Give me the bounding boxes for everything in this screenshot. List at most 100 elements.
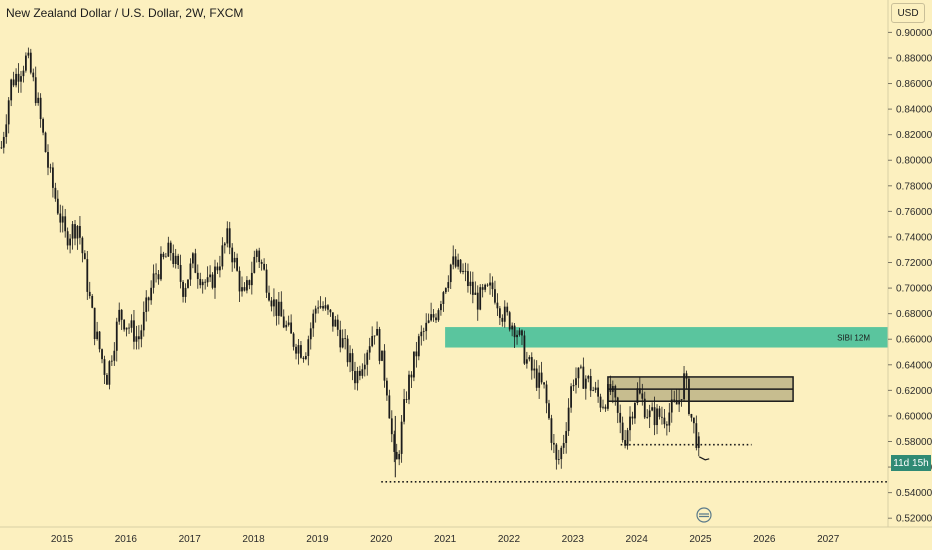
candle-body (587, 376, 590, 379)
candle-body (425, 322, 428, 332)
zone-0[interactable] (445, 327, 888, 348)
candle-body (678, 400, 681, 405)
candle-body (344, 338, 347, 340)
y-tick-label: 0.54000 (896, 488, 932, 499)
candle-body (430, 314, 433, 321)
price-axis[interactable]: 0.90000 0.88000 0.86000 0.84000 0.82000 0.800… (888, 28, 932, 525)
candle-body (582, 366, 585, 389)
candle-body (120, 309, 123, 320)
candle-body (594, 387, 597, 391)
candle-body (636, 388, 639, 404)
candle-body (177, 255, 180, 265)
candle-body (133, 320, 135, 342)
candle-body (196, 272, 199, 279)
candle-body (385, 380, 388, 396)
candle-body (248, 280, 251, 286)
candle-body (241, 287, 243, 292)
candle-body (201, 281, 204, 286)
y-tick-label: 0.90000 (896, 28, 932, 39)
candle-body (238, 270, 241, 292)
candle-body (103, 359, 106, 375)
candle-body (557, 459, 560, 460)
candle-body (371, 336, 374, 347)
candle-body (130, 320, 133, 328)
candle-body (570, 386, 572, 408)
candle-body (479, 287, 482, 310)
candle-body (300, 345, 302, 358)
candle-body (607, 384, 609, 409)
x-tick-label: 2023 (562, 534, 585, 545)
y-tick-label: 0.78000 (896, 181, 932, 192)
candle-body (675, 400, 678, 405)
candle-body (670, 399, 673, 413)
candle-body (285, 324, 288, 328)
candle-body (533, 368, 536, 371)
candle-body (275, 299, 278, 316)
countdown-badge: 11d 15h (891, 455, 931, 471)
candle-body (663, 417, 666, 425)
candle-body (184, 287, 187, 297)
candle-body (491, 282, 494, 290)
candle-body (683, 373, 685, 400)
candle-body (435, 317, 437, 321)
candle-body (638, 388, 641, 394)
candle-body (246, 280, 248, 291)
candle-body (44, 132, 47, 153)
candle-body (604, 406, 607, 409)
tv-logo-icon (696, 507, 712, 523)
candle-body (334, 319, 337, 327)
candle-body (142, 311, 145, 331)
y-tick-label: 0.66000 (896, 335, 932, 346)
candle-body (688, 378, 690, 414)
candle-body (641, 393, 644, 399)
candle-body (167, 242, 170, 257)
candle-body (118, 309, 121, 322)
candle-body (358, 370, 361, 376)
candle-body (602, 406, 604, 408)
candle-body (611, 385, 614, 392)
candle-body (309, 328, 312, 340)
candle-body (319, 306, 322, 308)
candle-body (494, 289, 496, 303)
candle-body (484, 284, 487, 290)
candle-body (685, 373, 688, 379)
candle-body (619, 412, 622, 423)
currency-button[interactable]: USD (891, 3, 925, 23)
candle-body (233, 257, 236, 263)
y-tick-label: 0.58000 (896, 437, 932, 448)
candle-body (191, 253, 194, 264)
candle-body (2, 136, 5, 148)
candle-body (339, 329, 342, 348)
candle-body (160, 253, 162, 280)
candle-body (113, 350, 116, 361)
candle-body (651, 407, 654, 411)
candle-body (265, 269, 268, 293)
candle-body (668, 412, 671, 426)
candle-body (398, 453, 401, 460)
x-tick-label: 2018 (242, 534, 265, 545)
x-tick-label: 2026 (753, 534, 776, 545)
candle-body (86, 259, 89, 292)
candle-body (368, 346, 371, 353)
time-axis[interactable]: 2015 2016 2017 2018 2019 2020 2021 2022 2023 2024… (51, 534, 840, 545)
candle-body (74, 224, 76, 239)
candle-body (503, 306, 506, 322)
candle-body (555, 444, 558, 460)
candle-body (253, 256, 256, 273)
candle-body (356, 370, 359, 384)
candle-body (155, 273, 157, 275)
candle-body (258, 250, 261, 262)
candle-body (508, 312, 511, 330)
candle-body (327, 305, 329, 310)
x-tick-label: 2015 (51, 534, 74, 545)
candle-body (54, 187, 57, 199)
candle-body (673, 399, 676, 401)
candle-body (29, 52, 32, 73)
candle-body (312, 313, 315, 329)
candle-body (61, 216, 64, 223)
candle-body (562, 442, 565, 448)
x-tick-label: 2020 (370, 534, 393, 545)
candle-body (567, 407, 570, 432)
candle-body (273, 299, 275, 307)
